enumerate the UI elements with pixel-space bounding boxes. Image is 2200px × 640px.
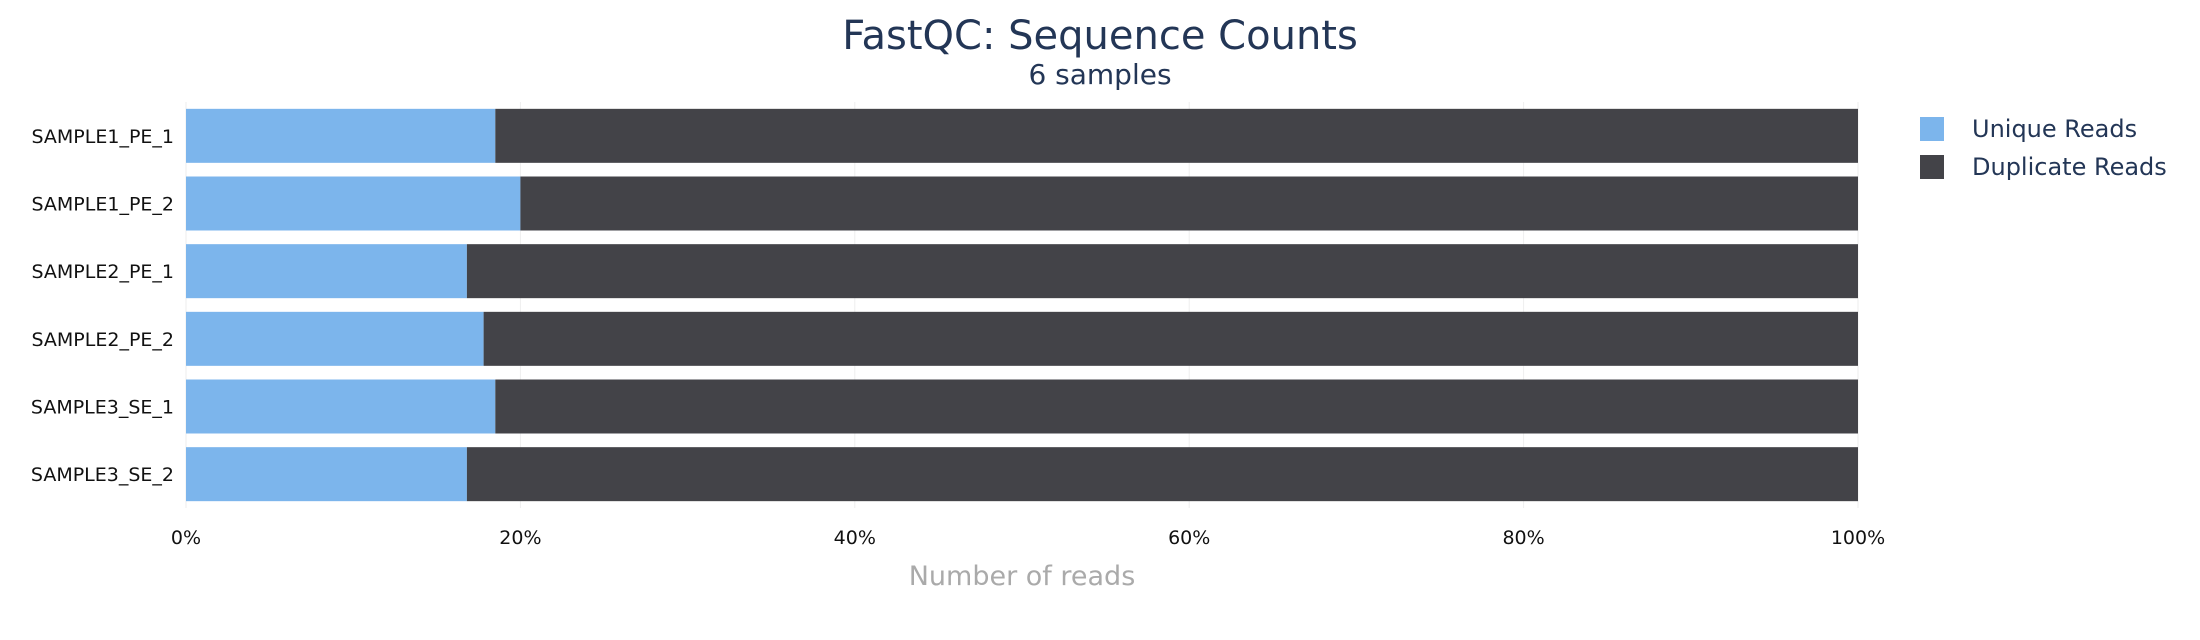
x-tick-label: 80% [1502,527,1544,549]
category-label: SAMPLE1_PE_1 [32,126,175,148]
x-tick-label: 20% [499,527,541,549]
legend-swatch [1920,117,1944,141]
grid [185,102,1859,508]
bar-unique-reads[interactable] [186,311,484,366]
bar-unique-reads[interactable] [186,176,521,231]
x-tick-label: 0% [171,527,201,549]
x-axis-ticks: 0% 20% 40% 60% 80% 100% [171,527,1885,549]
legend-item-label[interactable]: Unique Reads [1972,115,2137,143]
x-tick-label: 100% [1831,527,1885,549]
legend[interactable]: Unique Reads Duplicate Reads [1920,115,2167,181]
category-label: SAMPLE2_PE_1 [32,261,175,283]
x-tick-label: 40% [834,527,876,549]
bar-duplicate-reads[interactable] [466,447,1858,502]
bar-unique-reads[interactable] [186,447,467,502]
x-axis-title: Number of reads [909,561,1136,592]
bar-duplicate-reads[interactable] [495,379,1858,434]
bar-duplicate-reads[interactable] [520,176,1858,231]
x-tick-label: 60% [1168,527,1210,549]
bar-unique-reads[interactable] [186,244,467,299]
bar-duplicate-reads[interactable] [466,244,1858,299]
category-label: SAMPLE3_SE_2 [31,464,174,486]
legend-swatch [1920,155,1944,179]
plot-area [186,108,1859,502]
bar-unique-reads[interactable] [186,108,496,163]
category-label: SAMPLE1_PE_2 [32,194,175,216]
chart-title: FastQC: Sequence Counts [842,13,1358,59]
category-label: SAMPLE3_SE_1 [31,397,174,419]
category-label: SAMPLE2_PE_2 [32,329,175,351]
y-axis-labels: SAMPLE1_PE_1 SAMPLE1_PE_2 SAMPLE2_PE_1 SAMP… [31,126,174,486]
bar-unique-reads[interactable] [186,379,496,434]
chart-subtitle: 6 samples [1028,58,1171,91]
bar-duplicate-reads[interactable] [483,311,1859,366]
legend-item-label[interactable]: Duplicate Reads [1972,153,2167,181]
bar-duplicate-reads[interactable] [495,108,1858,163]
